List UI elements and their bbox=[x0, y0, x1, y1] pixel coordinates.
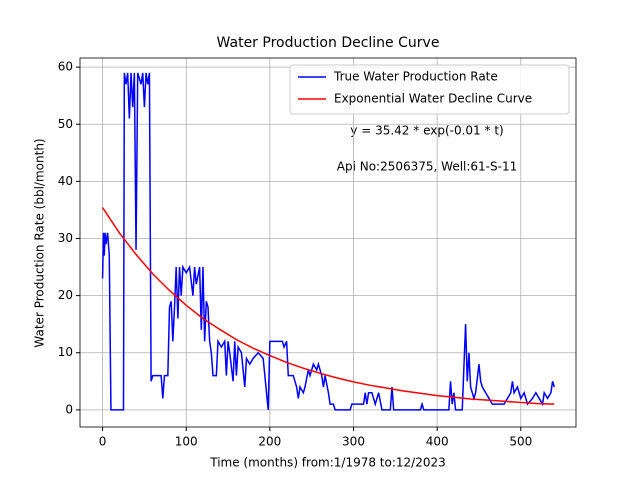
series-line bbox=[101, 207, 555, 405]
chart-title: Water Production Decline Curve bbox=[217, 35, 440, 51]
y-tick-label: 40 bbox=[58, 174, 73, 188]
legend-box bbox=[289, 64, 570, 115]
x-axis-label: Time (months) from:1/1978 to:12/2023 bbox=[209, 456, 446, 470]
y-tick-label: 0 bbox=[65, 402, 73, 416]
plot-frame bbox=[79, 57, 577, 428]
annotation: y = 35.42 * exp(-0.01 * t) bbox=[350, 124, 503, 138]
legend-label: True Water Production Rate bbox=[333, 70, 498, 84]
y-tick-label: 30 bbox=[58, 231, 73, 245]
x-tick-label: 0 bbox=[99, 435, 107, 449]
y-axis-label: Water Production Rate (bbl/month) bbox=[33, 138, 47, 347]
x-tick-label: 100 bbox=[175, 435, 198, 449]
y-tick-label: 20 bbox=[58, 288, 73, 302]
x-tick-label: 300 bbox=[342, 435, 365, 449]
x-tick-label: 500 bbox=[509, 435, 532, 449]
legend-label: Exponential Water Decline Curve bbox=[334, 92, 532, 106]
x-tick-label: 400 bbox=[426, 435, 449, 449]
y-tick-label: 50 bbox=[58, 117, 73, 131]
y-tick-label: 10 bbox=[58, 345, 73, 359]
series-line bbox=[101, 72, 555, 411]
x-tick-label: 200 bbox=[258, 435, 281, 449]
y-tick-label: 60 bbox=[58, 60, 73, 74]
annotation: Api No:2506375, Well:61-S-11 bbox=[337, 160, 517, 174]
